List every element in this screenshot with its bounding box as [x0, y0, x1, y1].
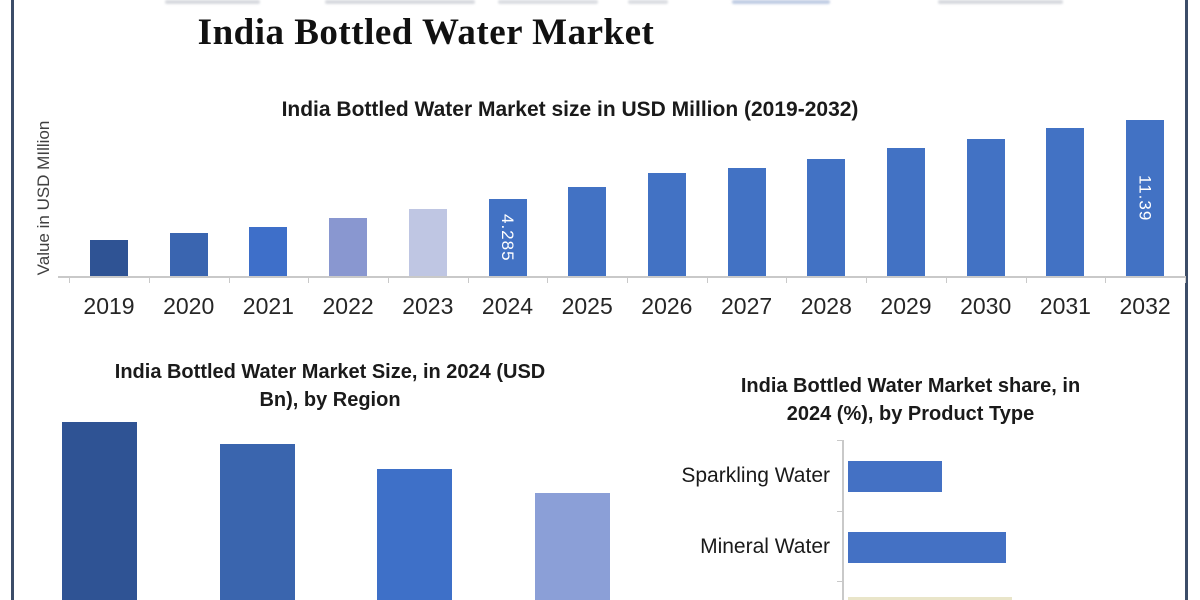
region-chart-title: India Bottled Water Market Size, in 2024…: [93, 358, 567, 414]
yearly-x-axis-tick: [1025, 276, 1027, 283]
cutoff-text-fragment: [165, 0, 260, 4]
data-label-2032: 11.39: [1135, 174, 1155, 222]
region-bar-1: [62, 422, 137, 600]
region-chart-title-line1: India Bottled Water Market Size, in 2024…: [114, 361, 546, 383]
yearly-x-axis-tick: [308, 276, 310, 283]
bar-2022: [329, 218, 368, 276]
yearly-x-axis-tick: [547, 276, 549, 283]
region-bar-4: [534, 493, 610, 600]
product-bar-mineral-water: [848, 531, 1006, 563]
x-tick-label-2024: 2024: [481, 293, 534, 319]
yearly-x-axis-tick: [1105, 276, 1107, 283]
bar-2027: [727, 168, 766, 276]
yearly-x-axis-tick: [945, 276, 947, 283]
yearly-x-axis-tick: [148, 276, 150, 283]
bar-2031: [1046, 128, 1085, 276]
product-y-axis-tick: [837, 440, 842, 441]
product-label-sparkling-water: Sparkling Water: [681, 464, 830, 487]
product-chart-title-line1: India Bottled Water Market share, in: [740, 375, 1081, 397]
yearly-x-axis-tick: [467, 276, 469, 283]
yearly-x-axis-tick: [786, 276, 788, 283]
bar-2028: [807, 159, 846, 276]
bar-2029: [887, 148, 925, 276]
yearly-x-axis-tick: [866, 276, 868, 283]
bar-2020: [169, 233, 208, 276]
product-bar-sparkling-water: [848, 461, 942, 492]
bar-2019: [90, 240, 128, 276]
bar-2030: [966, 139, 1005, 276]
yearly-x-axis-tick: [706, 276, 708, 283]
yearly-x-axis-tick: [228, 276, 230, 283]
product-chart-title-line2: 2024 (%), by Product Type: [786, 403, 1035, 425]
yearly-x-axis-tick: [69, 276, 71, 283]
bar-2026: [647, 173, 686, 276]
region-bar-2: [219, 444, 295, 600]
x-tick-label-2020: 2020: [163, 293, 215, 319]
x-tick-label-2026: 2026: [641, 293, 693, 319]
yearly-chart-title: India Bottled Water Market size in USD M…: [281, 98, 859, 121]
product-chart-title: India Bottled Water Market share, in 202…: [703, 372, 1118, 428]
cutoff-text-fragment: [732, 0, 830, 4]
cutoff-text-fragment: [325, 0, 475, 4]
bar-2021: [249, 227, 288, 276]
x-tick-label-2031: 2031: [1039, 293, 1091, 319]
region-chart-title-line2: Bn), by Region: [259, 389, 401, 411]
bar-2024: 4.285: [488, 199, 527, 276]
product-y-axis: [842, 440, 844, 600]
product-y-axis-tick: [837, 581, 842, 582]
yearly-x-axis-tick: [387, 276, 389, 283]
frame-border-right: [1185, 0, 1188, 600]
bar-2023: [408, 209, 447, 276]
x-tick-label-2022: 2022: [322, 293, 374, 319]
cutoff-text-fragment: [498, 0, 598, 4]
data-label-2024: 4.285: [498, 213, 517, 262]
x-tick-label-2021: 2021: [242, 293, 294, 319]
x-tick-label-2023: 2023: [402, 293, 454, 319]
bar-2025: [568, 187, 607, 276]
yearly-x-axis-tick: [627, 276, 628, 283]
product-y-axis-tick: [837, 510, 842, 512]
frame-border-left: [11, 0, 14, 600]
x-tick-label-2019: 2019: [83, 293, 135, 319]
cutoff-text-fragment: [938, 0, 1063, 4]
region-bar-3: [377, 469, 452, 600]
x-tick-label-2030: 2030: [960, 293, 1012, 319]
x-tick-label-2027: 2027: [721, 293, 773, 319]
cutoff-text-fragment: [628, 0, 668, 4]
yearly-y-axis-label: Value in USD MIllion: [34, 120, 53, 276]
yearly-x-axis: [58, 276, 1185, 278]
product-label-mineral-water: Mineral Water: [700, 534, 830, 558]
bar-2032: 11.39: [1126, 120, 1165, 276]
x-tick-label-2025: 2025: [561, 293, 613, 319]
x-tick-label-2028: 2028: [800, 293, 852, 319]
x-tick-label-2032: 2032: [1119, 293, 1171, 319]
x-tick-label-2029: 2029: [880, 293, 932, 319]
page-title: India Bottled Water Market: [197, 12, 655, 53]
